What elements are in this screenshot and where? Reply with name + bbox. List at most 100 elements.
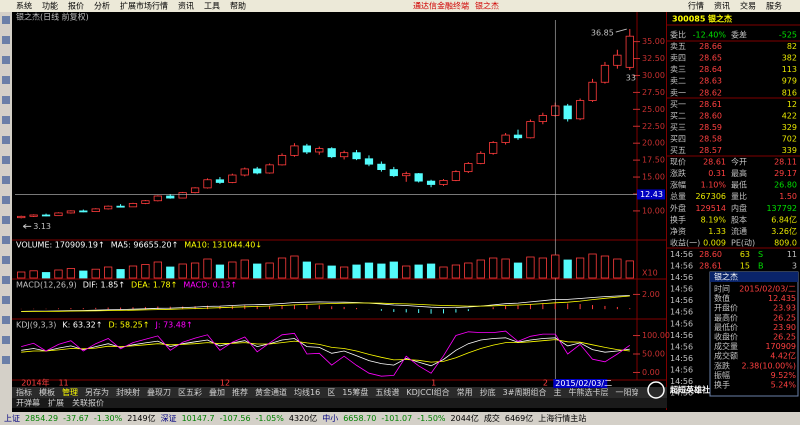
- volume-bar: [439, 266, 448, 279]
- tabs: 指标 模板 管理 另存为 封映射 叠现刀 区五彩 叠加 推荐 黄金通道 均线16 区 15筹盘 五线谱 KD…: [16, 387, 655, 408]
- menu-button[interactable]: 资讯: [714, 1, 730, 11]
- book-volume: 422: [782, 111, 797, 120]
- volume-bar: [526, 256, 535, 279]
- last-label: 33: [626, 74, 636, 83]
- tab[interactable]: 常用: [457, 388, 473, 397]
- tab[interactable]: 牛熊选卡层: [568, 387, 608, 397]
- status-item: -1.30%: [94, 414, 123, 423]
- stat-label: 收益(一): [670, 237, 700, 247]
- tab[interactable]: 扩展: [48, 398, 64, 408]
- candle-body: [17, 215, 26, 219]
- tab[interactable]: 开弹幕: [16, 398, 40, 408]
- trade-cell: 14:56: [670, 331, 693, 340]
- menu-item[interactable]: 分析: [94, 1, 110, 11]
- volume-bar: [340, 266, 349, 279]
- candle-body: [414, 173, 423, 182]
- trade-cell: S: [758, 250, 763, 259]
- trade-cell: 14:56: [670, 354, 693, 363]
- book-volume: 12: [787, 100, 797, 109]
- tab[interactable]: 均线16: [294, 387, 320, 397]
- volume-bar: [29, 270, 38, 279]
- tab[interactable]: 黄金通道: [255, 387, 287, 397]
- tab[interactable]: 封映射: [116, 387, 140, 397]
- popup-window: [709, 271, 799, 397]
- candle-body: [501, 134, 510, 143]
- status-item: 2044亿: [451, 413, 479, 423]
- trade-cell: 63: [740, 250, 750, 259]
- stat-value: 0.009: [703, 238, 726, 247]
- trade-cell: 28.61: [699, 262, 722, 271]
- stat-value: 29.17: [774, 169, 797, 178]
- popup-label: 换手: [714, 380, 730, 390]
- status-item: 中小: [322, 413, 338, 423]
- menu-item[interactable]: 系统: [16, 1, 32, 11]
- candle-body: [426, 180, 436, 185]
- candle-body: [128, 203, 138, 208]
- tab[interactable]: 另存为: [85, 387, 109, 397]
- tab[interactable]: 区: [327, 388, 335, 397]
- y-tick-label: 0.00: [642, 368, 660, 377]
- tab[interactable]: 模板: [39, 387, 55, 397]
- status-item: -37.67: [63, 414, 89, 423]
- tab[interactable]: 五线谱: [375, 387, 399, 397]
- tab[interactable]: KDJCCI组合: [406, 387, 449, 397]
- tab[interactable]: 叠现刀: [147, 388, 171, 397]
- tab[interactable]: 推荐: [232, 387, 248, 397]
- popup-label: 最高价: [714, 312, 738, 322]
- date-label: 12: [220, 379, 230, 388]
- quote-label: 委差: [731, 30, 747, 40]
- candle-body: [364, 158, 374, 165]
- status-item: 2149亿: [127, 413, 155, 423]
- menu-item[interactable]: 扩展市场行情: [120, 1, 168, 11]
- tab[interactable]: 区五彩: [178, 387, 202, 397]
- tab[interactable]: 指标: [16, 387, 32, 397]
- menu-item[interactable]: 资讯: [178, 1, 194, 11]
- candle-body: [340, 152, 349, 158]
- book-price: 28.58: [699, 134, 722, 143]
- stat-value: 809.0: [774, 238, 797, 247]
- cursor-date-box: [553, 379, 608, 388]
- menu-item[interactable]: 工具: [204, 2, 220, 11]
- candle-body: [352, 152, 361, 160]
- candle-body: [91, 208, 100, 212]
- tab[interactable]: 管理: [62, 387, 78, 397]
- candle-body: [489, 142, 498, 154]
- menu-button[interactable]: 行情: [688, 1, 704, 11]
- tab[interactable]: 叠加: [209, 387, 225, 397]
- book-volume: 339: [782, 146, 797, 155]
- tab[interactable]: 15筹盘: [342, 387, 368, 397]
- tab[interactable]: 一阳穿四线: [615, 387, 655, 397]
- stat-value: 28.61: [703, 158, 726, 167]
- menu-button[interactable]: 服务: [766, 1, 782, 11]
- trade-cell: 14:56: [670, 285, 693, 294]
- indicator-line: [21, 295, 630, 312]
- book-price: 28.57: [699, 146, 722, 155]
- stat-value: 1.50: [779, 192, 797, 201]
- volume-bar: [265, 262, 274, 279]
- left-toolbar: [0, 12, 12, 412]
- tab[interactable]: 主: [553, 387, 561, 397]
- volume-bar: [501, 258, 510, 279]
- candle-body: [116, 205, 125, 208]
- tab[interactable]: 抄底: [480, 387, 496, 397]
- tab-bar-2: [12, 398, 667, 408]
- menu-item[interactable]: 帮助: [230, 1, 246, 11]
- stat-value: 0.31: [708, 169, 726, 178]
- book-price: 28.64: [699, 65, 722, 74]
- volume-bar: [215, 264, 225, 279]
- trade-cell: 14:56: [670, 296, 693, 305]
- stat-value: 1.33: [708, 227, 726, 236]
- candle-body: [79, 210, 88, 213]
- menu-item[interactable]: 功能: [42, 1, 58, 11]
- indicator-legend: MA5: 96655.20↑: [111, 241, 179, 250]
- menu-button[interactable]: 交易: [740, 1, 756, 11]
- stat-value: 8.19%: [701, 215, 727, 224]
- volume-bar: [563, 259, 572, 279]
- volume-bar: [389, 261, 398, 279]
- tab[interactable]: 关联报价: [72, 398, 104, 408]
- volume-bar: [116, 269, 125, 279]
- volume-bar: [364, 262, 374, 279]
- tab[interactable]: 3#周期组合: [503, 387, 547, 397]
- menu-item[interactable]: 报价: [68, 1, 84, 11]
- quote-value: -12.40%: [693, 31, 727, 40]
